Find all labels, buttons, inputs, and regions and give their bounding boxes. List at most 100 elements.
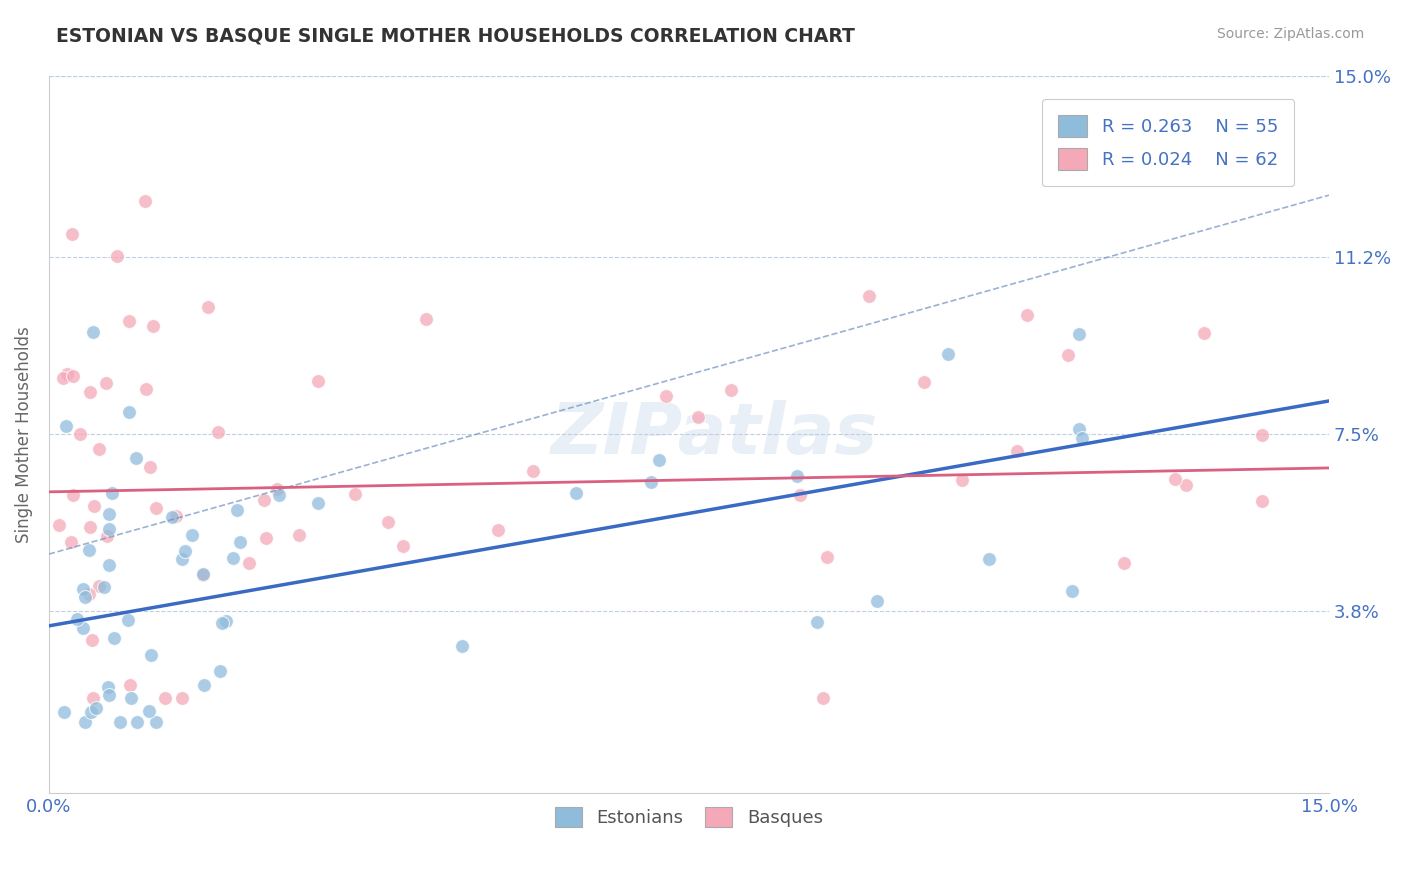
Point [69, 427, 91, 442]
Point [83, 500, 105, 514]
Point [153, 690, 176, 705]
Point [193, 677, 215, 691]
Point [125, 450, 148, 465]
Point [125, 714, 148, 729]
Point [135, 382, 157, 396]
Point [1164, 472, 1187, 486]
Point [307, 374, 329, 388]
Point [82, 632, 104, 647]
Point [77, 542, 100, 557]
Point [165, 509, 187, 524]
Point [170, 690, 193, 705]
Point [950, 473, 973, 487]
Point [307, 496, 329, 510]
Point [1174, 478, 1197, 492]
Point [52, 371, 75, 385]
Point [55, 368, 77, 382]
Point [1114, 556, 1136, 570]
Point [207, 425, 229, 439]
Point [170, 552, 193, 566]
Point [450, 640, 472, 654]
Point [1070, 431, 1092, 445]
Point [1251, 428, 1274, 442]
Legend: Estonians, Basques: Estonians, Basques [548, 800, 830, 835]
Point [640, 475, 662, 490]
Point [655, 389, 678, 403]
Point [160, 510, 183, 524]
Text: Source: ZipAtlas.com: Source: ZipAtlas.com [1216, 27, 1364, 41]
Point [97, 688, 120, 702]
Point [211, 616, 233, 631]
Point [142, 318, 165, 333]
Point [145, 501, 167, 516]
Point [1007, 443, 1029, 458]
Point [1069, 326, 1091, 341]
Point [55, 419, 77, 434]
Point [215, 614, 238, 628]
Y-axis label: Single Mother Households: Single Mother Households [15, 326, 32, 543]
Point [94, 376, 117, 390]
Point [48, 517, 70, 532]
Point [87, 442, 110, 456]
Point [98, 558, 121, 573]
Point [253, 493, 276, 508]
Point [238, 556, 260, 570]
Point [117, 613, 139, 627]
Point [97, 507, 120, 521]
Point [59, 535, 82, 549]
Point [936, 347, 959, 361]
Text: ESTONIAN VS BASQUE SINGLE MOTHER HOUSEHOLDS CORRELATION CHART: ESTONIAN VS BASQUE SINGLE MOTHER HOUSEHO… [56, 27, 855, 45]
Point [193, 567, 215, 582]
Point [565, 485, 588, 500]
Point [79, 520, 101, 534]
Point [720, 384, 742, 398]
Point [97, 522, 120, 536]
Point [84, 701, 107, 715]
Point [52, 706, 75, 720]
Point [118, 314, 141, 328]
Point [858, 289, 880, 303]
Point [145, 714, 167, 729]
Point [103, 631, 125, 645]
Point [193, 568, 215, 582]
Point [486, 523, 509, 537]
Point [82, 690, 104, 705]
Point [139, 648, 162, 662]
Point [120, 690, 142, 705]
Point [105, 249, 128, 263]
Point [1069, 422, 1091, 436]
Point [93, 580, 115, 594]
Point [811, 690, 834, 705]
Point [254, 531, 277, 545]
Point [60, 227, 83, 241]
Point [222, 550, 245, 565]
Point [82, 325, 104, 339]
Point [806, 615, 828, 629]
Point [1250, 494, 1272, 508]
Point [1060, 584, 1083, 599]
Point [343, 487, 366, 501]
Point [377, 515, 399, 529]
Point [392, 539, 415, 553]
Point [786, 469, 808, 483]
Point [100, 486, 122, 500]
Point [181, 528, 204, 542]
Point [72, 582, 94, 596]
Point [62, 488, 84, 502]
Point [229, 535, 252, 549]
Point [96, 529, 118, 543]
Point [789, 488, 811, 502]
Point [134, 194, 156, 208]
Point [979, 552, 1001, 566]
Point [75, 714, 97, 729]
Point [226, 503, 249, 517]
Point [266, 482, 288, 496]
Point [139, 460, 162, 475]
Point [865, 594, 887, 608]
Point [77, 587, 100, 601]
Point [62, 368, 84, 383]
Point [138, 704, 160, 718]
Point [118, 678, 141, 692]
Point [197, 300, 219, 314]
Point [97, 680, 120, 694]
